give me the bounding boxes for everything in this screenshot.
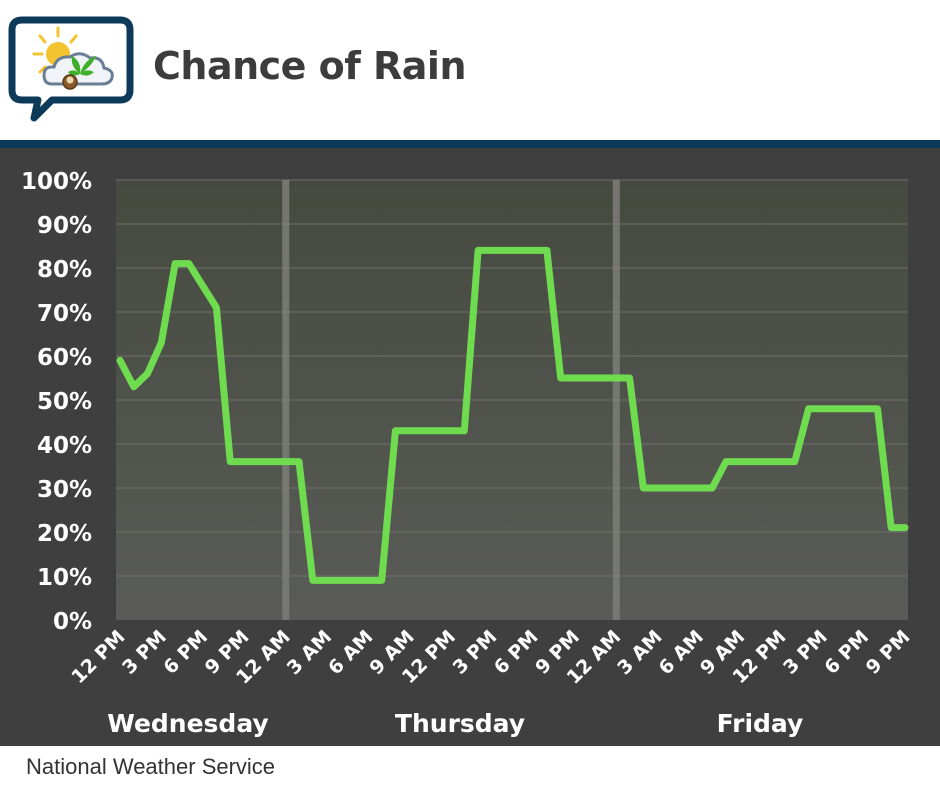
x-tick-label: 9 PM [862, 626, 915, 679]
y-tick-label: 70% [37, 301, 92, 327]
x-tick-label: 3 AM [613, 626, 666, 679]
y-tick-label: 60% [37, 345, 92, 371]
y-tick-label: 40% [37, 433, 92, 459]
weather-logo-icon [8, 16, 134, 122]
day-label: Wednesday [107, 709, 268, 738]
day-labels: Wednesday Thursday Friday [107, 709, 803, 738]
x-tick-label: 6 PM [490, 626, 543, 679]
y-tick-label: 10% [37, 565, 92, 591]
x-tick-label: 3 PM [449, 626, 502, 679]
y-tick-label: 80% [37, 257, 92, 283]
y-tick-label: 20% [37, 521, 92, 547]
page-title: Chance of Rain [153, 44, 467, 88]
y-tick-label: 90% [37, 213, 92, 239]
chart-panel: 0% 10% 20% 30% 40% 50% 60% 70% 80% 90% 100% 12 PM 3… [0, 148, 940, 746]
source-credit: National Weather Service [26, 754, 276, 779]
y-tick-label: 30% [37, 477, 92, 503]
grid-lines [116, 179, 908, 577]
header-divider [0, 140, 940, 148]
x-tick-label: 3 AM [283, 626, 336, 679]
x-tick-label: 3 PM [118, 626, 171, 679]
y-axis: 0% 10% 20% 30% 40% 50% 60% 70% 80% 90% 100% [21, 169, 92, 635]
y-tick-label: 50% [37, 389, 92, 415]
day-separator [282, 180, 290, 620]
header: Chance of Rain [0, 0, 940, 140]
x-tick-label: 3 PM [779, 626, 832, 679]
series-line [116, 246, 909, 584]
day-separators [282, 180, 620, 620]
x-tick-label: 6 AM [655, 626, 708, 679]
day-label: Friday [717, 709, 804, 738]
x-tick-label: 6 PM [159, 626, 212, 679]
rain-chart: 0%10%20%30%40%50%60%70%80%90%100% 12 PM3… [21, 169, 915, 738]
day-label: Thursday [395, 709, 525, 738]
y-tick-label: 0% [53, 609, 92, 635]
y-tick-label: 100% [21, 169, 92, 195]
x-tick-label: 12 PM [67, 626, 129, 688]
day-separator [612, 180, 620, 620]
x-tick-label: 6 AM [324, 626, 377, 679]
x-tick-label: 6 PM [820, 626, 873, 679]
